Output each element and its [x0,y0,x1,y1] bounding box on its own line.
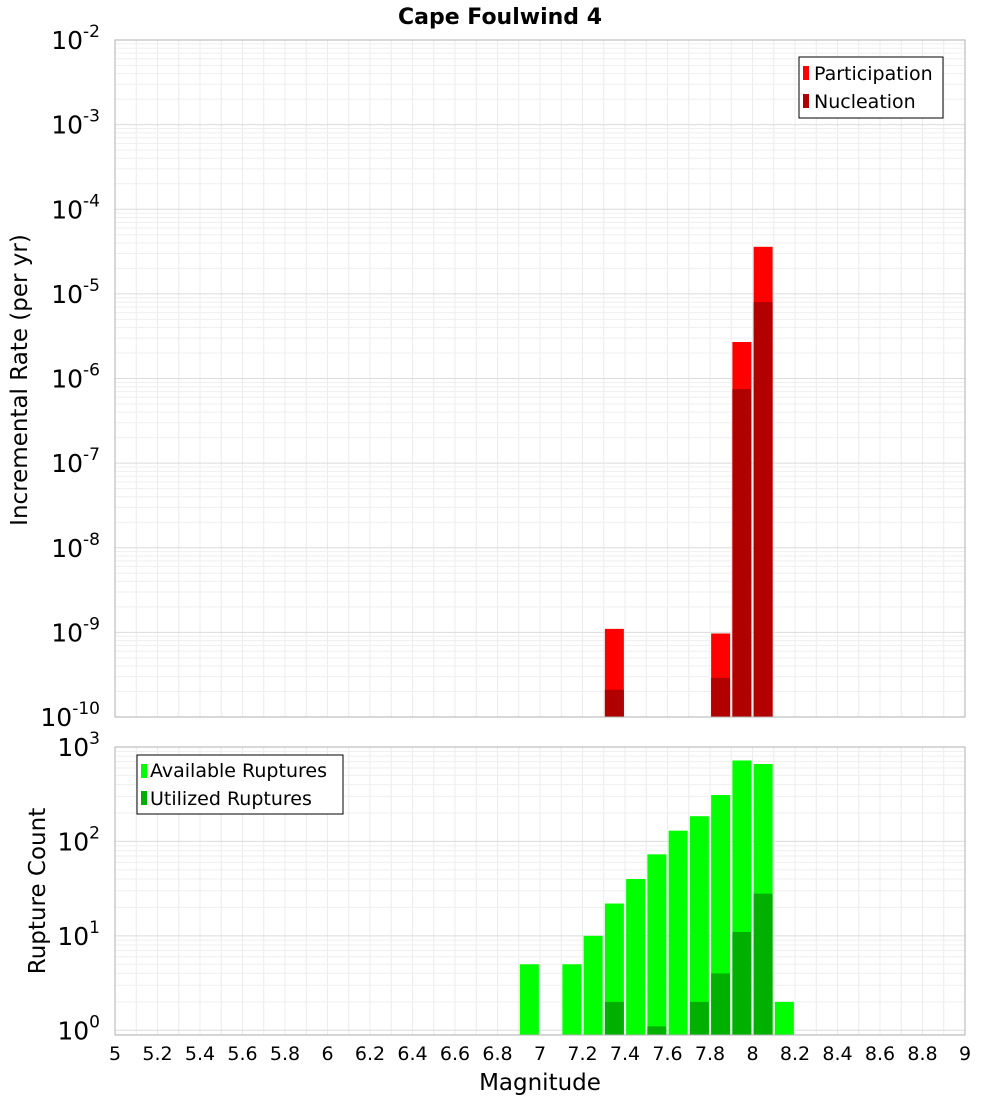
rate-panel: 10-10 10-9 10-8 10-7 10-6 10-5 10-4 10-3 10-2 In… [7,22,966,732]
rate-legend-box [798,56,944,119]
rate-y-tick-label: 10-4 [51,191,100,224]
rate-y-tick-label: 10-5 [51,276,100,309]
rate-bar-b [711,677,731,717]
rate-bars [604,246,773,717]
count-bar-a [583,935,603,1035]
count-bar-b [689,1001,709,1035]
x-tick-label: 8.8 [907,1043,937,1065]
count-bar-b [732,931,752,1035]
legend-participation-swatch [803,66,809,80]
x-tick-label: 7.8 [695,1043,725,1065]
count-bar-b [753,893,773,1035]
legend-utilized-label: Utilized Ruptures [150,788,312,810]
rate-bar-b [753,302,773,717]
count-bar-a [519,964,539,1035]
count-panel: 100 101 102 103 5 5.2 5.4 5.6 5.8 6 6.2 6.4 6.6 6.8 7… [25,729,971,1096]
count-bar-a [647,854,667,1035]
rate-bar-b [604,689,624,717]
rate-legend: Participation Nucleation [798,56,944,119]
count-y-tick-label: 101 [57,918,100,951]
rate-y-tick-label: 10-10 [40,699,100,732]
rate-y-tick-label: 10-8 [51,530,100,563]
x-tick-labels: 5 5.2 5.4 5.6 5.8 6 6.2 6.4 6.6 6.8 7 7.2 7.4 7.6 7.8 8… [109,1043,971,1065]
legend-available-swatch [141,764,147,778]
count-bar-b [711,973,731,1035]
count-y-tick-label: 103 [57,729,100,762]
count-legend-box [136,754,344,815]
count-bar-a [668,830,688,1035]
count-legend: Available Ruptures Utilized Ruptures [136,754,344,815]
legend-available-label: Available Ruptures [150,760,327,782]
legend-participation-label: Participation [814,63,933,85]
x-tick-label: 7.4 [610,1043,640,1065]
count-bar-b [604,1001,624,1035]
rate-y-tick-label: 10-9 [51,614,100,647]
x-tick-label: 8.2 [780,1043,810,1065]
x-tick-label: 8.6 [865,1043,895,1065]
x-tick-label: 7.2 [567,1043,597,1065]
x-tick-label: 7.6 [652,1043,682,1065]
count-bars [519,760,794,1035]
count-bar-a [562,964,582,1035]
x-tick-label: 5.4 [185,1043,215,1065]
x-tick-label: 7 [534,1043,546,1065]
x-axis-label: Magnitude [479,1070,601,1096]
rate-y-tick-label: 10-6 [51,361,100,394]
x-tick-label: 6.6 [440,1043,470,1065]
count-plot-border [114,746,966,1036]
legend-nucleation-swatch [803,94,809,108]
rate-y-tick-label: 10-3 [51,107,100,140]
legend-utilized-swatch [141,791,147,805]
count-y-axis-label: Rupture Count [25,808,51,974]
rate-y-axis-label: Incremental Rate (per yr) [7,234,33,526]
rate-bar-b [732,389,752,717]
count-y-tick-label: 100 [57,1012,100,1045]
count-bar-a [774,1001,794,1035]
rate-y-tick-label: 10-7 [51,445,100,478]
count-bar-a [689,816,709,1035]
x-tick-label: 9 [959,1043,971,1065]
count-bar-b [647,1026,667,1035]
x-tick-label: 5.2 [142,1043,172,1065]
rate-plot-border [114,39,966,718]
x-tick-label: 5.8 [270,1043,300,1065]
x-tick-label: 6.4 [397,1043,427,1065]
x-tick-label: 5.6 [227,1043,257,1065]
chart-title: Cape Foulwind 4 [398,5,602,30]
count-y-tick-label: 102 [57,823,100,856]
x-tick-label: 5 [109,1043,121,1065]
rate-grid [115,40,965,717]
x-tick-label: 8.4 [822,1043,852,1065]
count-y-tick-labels: 100 101 102 103 [57,729,100,1045]
x-tick-label: 6 [321,1043,333,1065]
x-tick-label: 6.8 [482,1043,512,1065]
rate-y-tick-label: 10-2 [51,22,100,55]
x-tick-label: 6.2 [355,1043,385,1065]
count-bar-a [626,879,646,1035]
x-tick-label: 8 [746,1043,758,1065]
rate-y-tick-labels: 10-10 10-9 10-8 10-7 10-6 10-5 10-4 10-3 10-2 [40,22,100,732]
legend-nucleation-label: Nucleation [814,91,916,113]
